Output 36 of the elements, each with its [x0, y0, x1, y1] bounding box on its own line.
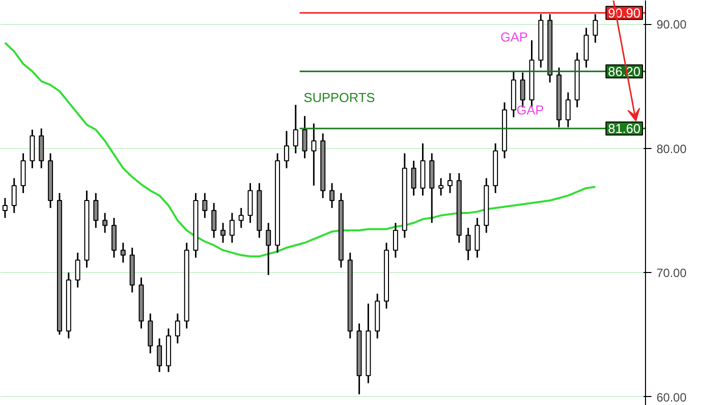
- annotation: SUPPORTS: [304, 90, 376, 106]
- y-tick-label: 90.00: [656, 18, 687, 32]
- candlestick: [466, 227, 471, 261]
- candlestick: [12, 177, 17, 214]
- candlestick: [566, 92, 571, 128]
- ref-line-label: 81.60: [608, 120, 641, 136]
- candlestick: [93, 192, 98, 229]
- annotation: GAP: [500, 29, 528, 44]
- candlestick: [302, 115, 308, 160]
- y-tick-label: 70.00: [656, 266, 687, 280]
- candlestick: [411, 160, 416, 196]
- annotation: GAP: [516, 102, 544, 118]
- candlestick: [284, 130, 290, 169]
- candlestick: [293, 104, 298, 154]
- candlestick: [211, 202, 216, 239]
- candlestick: [202, 192, 208, 219]
- line-series: [4, 42, 596, 258]
- candlestick: [230, 212, 235, 244]
- y-tick-label: 80.00: [656, 142, 687, 156]
- candlestick: [238, 207, 244, 229]
- candlestick: [2, 197, 8, 219]
- y-tick-label: 60.00: [656, 390, 687, 404]
- candlestick: [392, 222, 398, 258]
- candlestick: [102, 212, 108, 234]
- ref-line-label: 90.90: [608, 5, 641, 20]
- candlestick: [266, 222, 271, 276]
- candlestick: [592, 13, 598, 44]
- candlestick: [220, 222, 226, 244]
- candlestick: [156, 338, 162, 373]
- candlestick: [438, 177, 444, 196]
- candlestick: [447, 172, 453, 194]
- candlestick: [329, 182, 335, 209]
- candlestick: [311, 122, 316, 186]
- candlestick: [75, 252, 80, 288]
- candlestick: [175, 312, 180, 344]
- candlestick: [120, 242, 126, 264]
